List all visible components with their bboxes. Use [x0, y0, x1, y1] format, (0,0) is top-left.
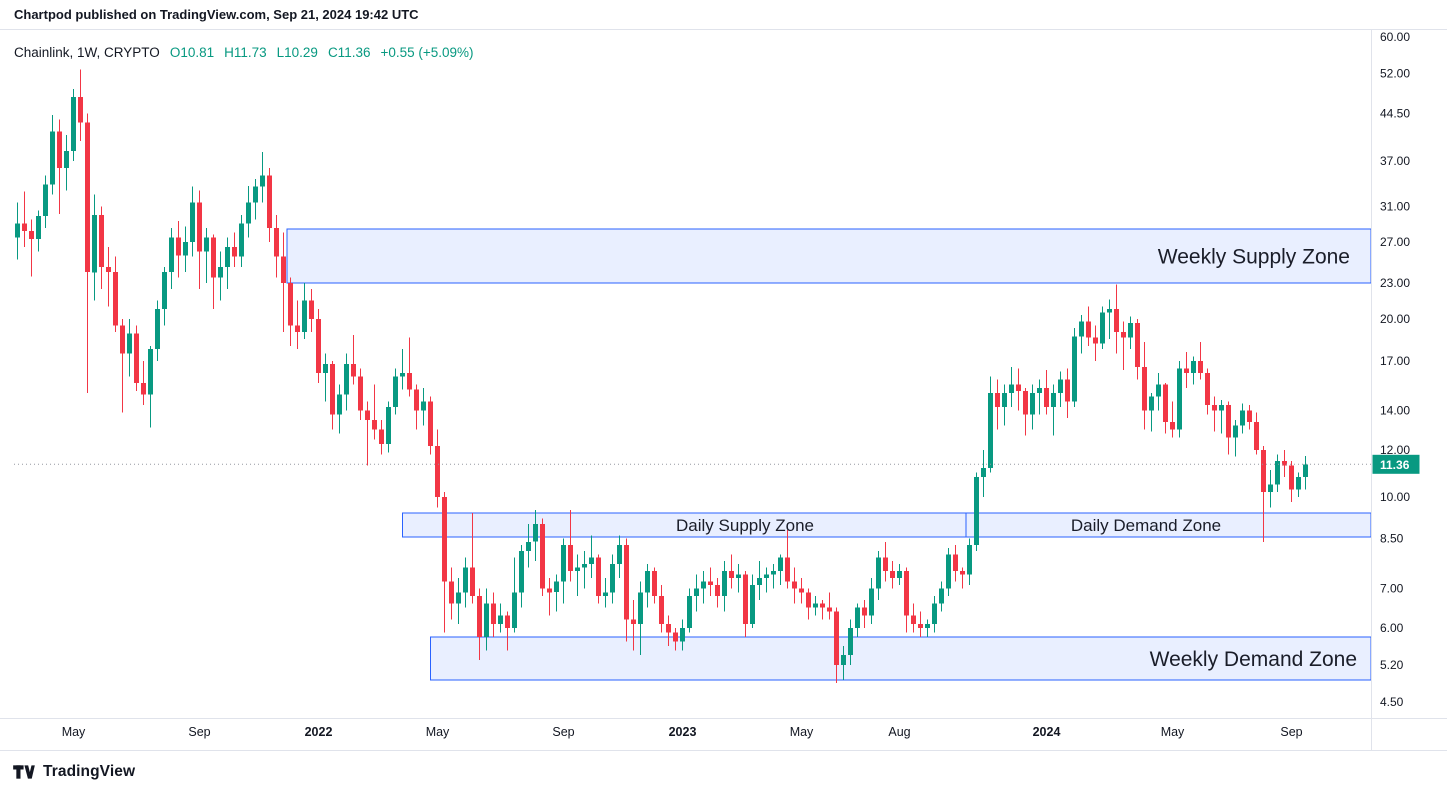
- time-tick-label: 2022: [305, 725, 333, 739]
- weekly-supply-zone-label[interactable]: Weekly Supply Zone: [1158, 245, 1350, 268]
- price-tick-label: 60.00: [1380, 30, 1410, 44]
- price-tick-label: 4.50: [1380, 695, 1404, 709]
- svg-text:11.36: 11.36: [1380, 458, 1410, 472]
- chart-legend[interactable]: Chainlink, 1W, CRYPTO O10.81 H11.73 L10.…: [14, 45, 474, 60]
- daily-supply-zone[interactable]: [402, 512, 967, 538]
- time-tick-label: May: [62, 725, 86, 739]
- daily-demand-zone-label[interactable]: Daily Demand Zone: [1071, 516, 1221, 535]
- symbol-title: Chainlink, 1W, CRYPTO: [14, 45, 160, 60]
- tradingview-logo-icon[interactable]: [13, 762, 35, 782]
- time-tick-label: May: [426, 725, 450, 739]
- price-tick-label: 8.50: [1380, 532, 1404, 546]
- time-tick-label: May: [790, 725, 814, 739]
- time-tick-label: Sep: [1280, 725, 1302, 739]
- ohlc-high: H11.73: [224, 45, 267, 60]
- price-tick-label: 20.00: [1380, 312, 1410, 326]
- price-tick-label: 7.00: [1380, 582, 1404, 596]
- tradingview-brand-label[interactable]: TradingView: [43, 762, 136, 780]
- time-tick-label: 2023: [669, 725, 697, 739]
- price-tick-label: 10.00: [1380, 490, 1410, 504]
- price-axis[interactable]: 60.00 52.00 44.50 37.00 31.00 27.00 23.00 20.00…: [1380, 30, 1410, 709]
- time-tick-label: Sep: [188, 725, 210, 739]
- ohlc-low: L10.29: [276, 45, 318, 60]
- price-tick-label: 6.00: [1380, 621, 1404, 635]
- last-price-tag: 11.36: [1372, 454, 1420, 474]
- time-axis[interactable]: May Sep 2022 May Sep 2023 May Aug 2024 May Sep: [62, 725, 1303, 739]
- time-tick-label: Sep: [552, 725, 574, 739]
- price-tick-label: 31.00: [1380, 200, 1410, 214]
- price-tick-label: 12.00: [1380, 443, 1410, 457]
- price-tick-label: 37.00: [1380, 154, 1410, 168]
- price-tick-label: 52.00: [1380, 67, 1410, 81]
- ohlc-close: C11.36: [327, 45, 371, 60]
- price-tick-label: 44.50: [1380, 107, 1410, 121]
- daily-demand-zone[interactable]: [965, 512, 1372, 538]
- publish-note: Chartpod published on TradingView.com, S…: [0, 0, 1447, 30]
- candles-layer: [15, 69, 1308, 683]
- candlestick-chart[interactable]: Weekly Supply Zone Daily Supply Zone Daily…: [0, 30, 1447, 750]
- price-tick-label: 14.00: [1380, 404, 1410, 418]
- price-tick-label: 27.00: [1380, 235, 1410, 249]
- ohlc-open: O10.81: [169, 45, 215, 60]
- price-tick-label: 17.00: [1380, 354, 1410, 368]
- time-tick-label: 2024: [1033, 725, 1061, 739]
- weekly-demand-zone-label[interactable]: Weekly Demand Zone: [1150, 648, 1357, 671]
- zones-layer: [286, 228, 1372, 681]
- price-tick-label: 5.20: [1380, 658, 1404, 672]
- time-tick-label: Aug: [888, 725, 910, 739]
- price-change: +0.55 (+5.09%): [380, 45, 474, 60]
- daily-supply-zone-label[interactable]: Daily Supply Zone: [676, 516, 814, 535]
- footer: TradingView: [0, 750, 1447, 792]
- price-tick-label: 23.00: [1380, 276, 1410, 290]
- weekly-supply-zone[interactable]: [286, 228, 1372, 284]
- chart-pane[interactable]: Weekly Supply Zone Daily Supply Zone Daily…: [0, 30, 1447, 750]
- weekly-demand-zone[interactable]: [430, 636, 1372, 681]
- time-tick-label: May: [1161, 725, 1185, 739]
